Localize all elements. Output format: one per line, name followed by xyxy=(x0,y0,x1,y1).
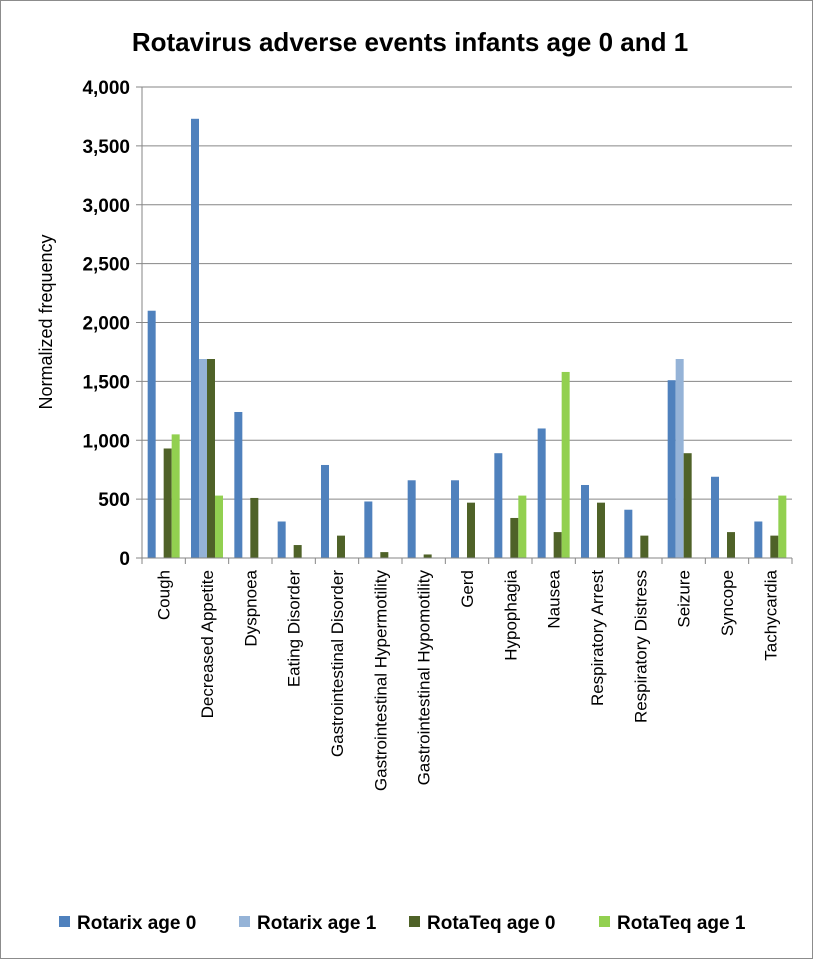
bar xyxy=(711,476,719,558)
y-tick-label: 4,000 xyxy=(82,78,130,99)
bar xyxy=(778,495,787,558)
bar xyxy=(667,380,676,558)
bar xyxy=(640,535,649,558)
chart-title: Rotavirus adverse events infants age 0 a… xyxy=(132,27,688,57)
bar xyxy=(754,521,763,558)
y-axis-label: Normalized frequency xyxy=(36,234,56,409)
bar xyxy=(163,448,172,558)
legend-swatch xyxy=(59,916,70,927)
bar xyxy=(147,310,156,558)
bar xyxy=(597,502,605,558)
x-tick-label: Cough xyxy=(155,570,174,620)
bar xyxy=(407,480,416,558)
bar xyxy=(770,535,779,558)
legend-label: Rotarix age 1 xyxy=(257,913,377,934)
bar xyxy=(561,371,570,558)
x-tick-label: Gerd xyxy=(458,570,477,608)
x-tick-labels: Cough Decreased Appetite Dyspnoea Eating Di… xyxy=(155,569,781,791)
bar xyxy=(321,464,329,558)
x-tick-label: Seizure xyxy=(675,570,694,628)
y-tick-label: 2,500 xyxy=(82,255,130,276)
bar xyxy=(250,497,259,558)
bar xyxy=(364,501,373,558)
axes xyxy=(141,87,793,564)
bar xyxy=(451,480,459,558)
bar xyxy=(537,428,546,558)
x-tick-label: Nausea xyxy=(545,569,564,628)
bars xyxy=(147,118,787,558)
y-tick-label: 1,500 xyxy=(82,372,130,393)
x-tick-label: Gastrointestinal Disorder xyxy=(328,570,347,757)
bar xyxy=(727,532,735,558)
bar xyxy=(337,535,345,558)
bar xyxy=(215,495,223,558)
x-tick-label: Gastrointestinal Hypermotility xyxy=(371,570,390,792)
x-tick-label: Syncope xyxy=(718,570,737,636)
bar xyxy=(293,545,302,558)
x-tick-label: Tachycardia xyxy=(761,569,780,660)
bar xyxy=(518,495,527,558)
x-tick-label: Gastrointestinal Hypomotility xyxy=(415,570,434,786)
bar xyxy=(191,118,199,558)
legend-label: Rotarix age 0 xyxy=(77,913,196,934)
bar xyxy=(467,502,475,558)
bar xyxy=(675,359,684,558)
legend-swatch xyxy=(239,916,250,927)
x-tick-label: Hypophagia xyxy=(501,569,520,660)
x-tick-label: Decreased Appetite xyxy=(198,570,217,718)
legend: Rotarix age 0 Rotarix age 1 RotaTeq age 0 R… xyxy=(59,913,746,934)
x-tick-label: Respiratory Distress xyxy=(631,570,650,723)
bar xyxy=(277,521,286,558)
bar xyxy=(380,552,389,558)
y-tick-label: 3,000 xyxy=(82,196,130,217)
x-tick-label: Eating Disorder xyxy=(285,570,304,688)
bar xyxy=(423,554,432,558)
bar xyxy=(494,453,503,558)
bar xyxy=(207,359,215,558)
bar xyxy=(624,509,633,558)
y-tick-label: 2,000 xyxy=(82,314,130,335)
bar xyxy=(553,532,562,558)
y-tick-label: 1,000 xyxy=(82,431,130,452)
legend-label: RotaTeq age 1 xyxy=(617,913,746,934)
legend-swatch xyxy=(409,916,420,927)
bar xyxy=(683,453,692,558)
bar xyxy=(234,411,243,558)
bar xyxy=(171,434,180,558)
y-tick-label: 3,500 xyxy=(82,137,130,158)
x-tick-label: Respiratory Arrest xyxy=(588,570,607,706)
y-tick-labels: 0 500 1,000 1,500 2,000 2,500 3,000 3,500 4,000 xyxy=(82,78,130,570)
x-tick-label: Dyspnoea xyxy=(241,569,260,646)
y-tick-label: 500 xyxy=(98,490,130,511)
bar xyxy=(510,517,519,558)
bar xyxy=(199,359,207,558)
legend-label: RotaTeq age 0 xyxy=(427,913,555,934)
bar xyxy=(581,484,589,558)
y-tick-label: 0 xyxy=(119,549,130,570)
legend-swatch xyxy=(599,916,610,927)
